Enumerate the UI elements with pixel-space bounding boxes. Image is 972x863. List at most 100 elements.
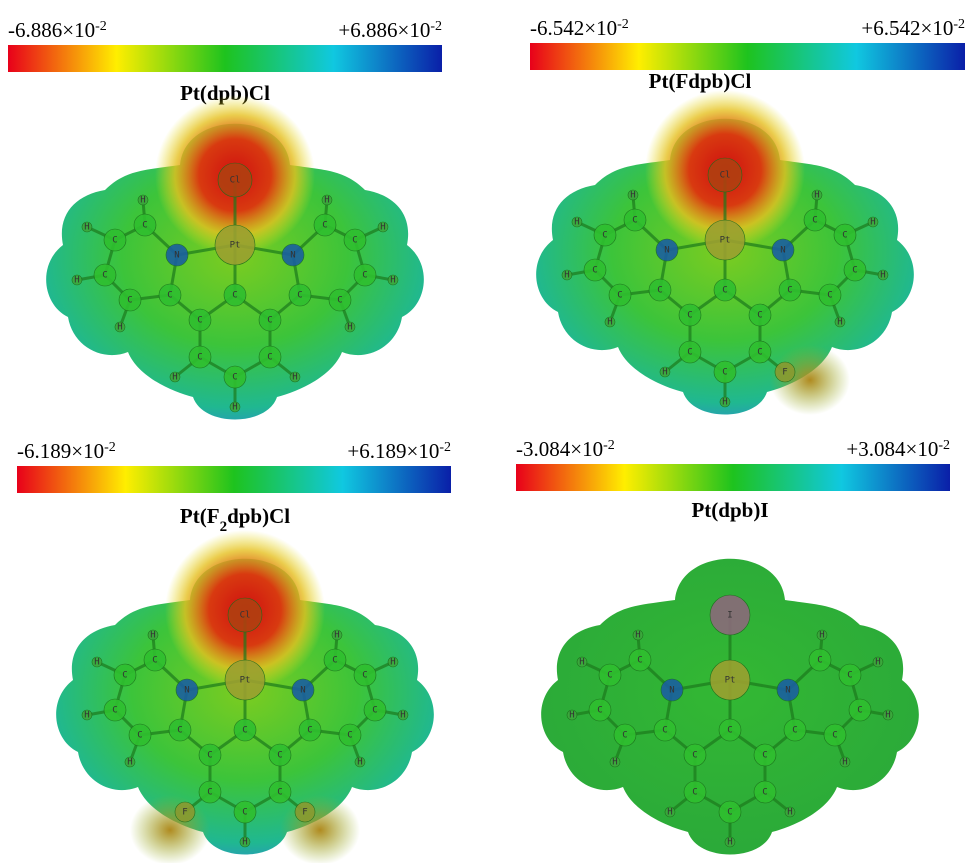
- atom-label: C: [847, 671, 852, 681]
- atom-label: C: [197, 353, 202, 363]
- atom-label: N: [785, 686, 790, 696]
- atom-label: H: [814, 191, 819, 201]
- atom-label: H: [635, 631, 640, 641]
- atom-label: H: [74, 276, 79, 286]
- atom-label: C: [692, 751, 697, 761]
- atom-label: N: [300, 686, 305, 696]
- scale-label: +6.542×10-2: [861, 16, 965, 40]
- atom-label: Pt: [725, 676, 736, 686]
- atom-label: H: [84, 223, 89, 233]
- atom-label: C: [142, 221, 147, 231]
- scale-label: -6.542×10-2: [530, 16, 629, 40]
- scale-exponent: -2: [439, 440, 451, 455]
- atom-label: H: [819, 631, 824, 641]
- atom-label: C: [267, 316, 272, 326]
- atom-label: C: [127, 296, 132, 306]
- atom-label: C: [242, 726, 247, 736]
- atom-label: N: [780, 246, 785, 256]
- atom-label: H: [574, 218, 579, 228]
- atom-label: H: [727, 838, 732, 848]
- atom-label: C: [362, 671, 367, 681]
- atom-label: C: [657, 286, 662, 296]
- scale-label: +3.084×10-2: [846, 437, 950, 461]
- scale-value: -6.886×10: [8, 18, 95, 42]
- title-part: dpb)Cl: [227, 504, 290, 528]
- atom-label: Cl: [240, 611, 251, 621]
- atom-label: C: [267, 353, 272, 363]
- atom-label: H: [722, 398, 727, 408]
- atom-label: C: [337, 296, 342, 306]
- atom-label: C: [112, 236, 117, 246]
- scale-value: -6.542×10: [530, 16, 617, 40]
- atom-label: H: [390, 276, 395, 286]
- atom-label: C: [762, 788, 767, 798]
- atom-label: C: [692, 788, 697, 798]
- atom-label: H: [292, 373, 297, 383]
- atom-label: C: [812, 216, 817, 226]
- scale-value: +6.886×10: [338, 18, 430, 42]
- atom-label: H: [842, 758, 847, 768]
- atom-label: H: [380, 223, 385, 233]
- atom-label: C: [852, 266, 857, 276]
- atom-label: H: [880, 271, 885, 281]
- atom-label: H: [150, 631, 155, 641]
- atom-label: C: [242, 808, 247, 818]
- atom-label: C: [832, 731, 837, 741]
- atom-label: H: [84, 711, 89, 721]
- atom-label: C: [167, 291, 172, 301]
- atom-label: C: [857, 706, 862, 716]
- atom-label: H: [172, 373, 177, 383]
- color-bar: [516, 464, 950, 491]
- atom-label: C: [842, 231, 847, 241]
- atom-label: H: [334, 631, 339, 641]
- scale-exponent: -2: [603, 438, 615, 453]
- color-bar: [8, 45, 442, 72]
- atom-label: C: [197, 316, 202, 326]
- atom-label: N: [664, 246, 669, 256]
- color-bar: [530, 43, 965, 70]
- atom-label: H: [612, 758, 617, 768]
- atom-label: C: [307, 726, 312, 736]
- atom-label: Pt: [240, 676, 251, 686]
- scale-value: -6.189×10: [17, 439, 104, 463]
- scale-exponent: -2: [938, 438, 950, 453]
- atom-label: C: [722, 368, 727, 378]
- atom-label: N: [174, 251, 179, 261]
- scale-label: -6.189×10-2: [17, 439, 116, 463]
- atom-label: C: [122, 671, 127, 681]
- atom-label: C: [687, 311, 692, 321]
- atom-label: H: [662, 368, 667, 378]
- atom-label: H: [390, 658, 395, 668]
- esp-panel: -6.189×10-2+6.189×10-2Pt(F2dpb)ClClPtNNC…: [17, 439, 451, 863]
- atom-label: C: [632, 216, 637, 226]
- atom-label: C: [277, 788, 282, 798]
- atom-label: C: [787, 286, 792, 296]
- atom-label: F: [182, 808, 187, 818]
- atom-label: C: [277, 751, 282, 761]
- atom-label: C: [637, 656, 642, 666]
- atom-label: N: [290, 251, 295, 261]
- atom-label: H: [140, 196, 145, 206]
- atom-label: N: [669, 686, 674, 696]
- atom-label: C: [347, 731, 352, 741]
- atom-label: H: [885, 711, 890, 721]
- molecule: ClPtNNCCCCCCCCCCCCCCCCHHHHHHHHFFH: [56, 530, 434, 863]
- atom-label: C: [322, 221, 327, 231]
- atom-label: C: [727, 726, 732, 736]
- atom-label: C: [757, 348, 762, 358]
- atom-label: C: [817, 656, 822, 666]
- atom-label: H: [569, 711, 574, 721]
- scale-exponent: -2: [95, 19, 107, 34]
- atom-label: C: [112, 706, 117, 716]
- atom-label: C: [617, 291, 622, 301]
- atom-label: C: [232, 373, 237, 383]
- atom-label: C: [607, 671, 612, 681]
- molecule: IPtNNCCCCCCCCCCCCCCCCHHHHHHHHHHH: [541, 559, 919, 855]
- negative-region: [280, 795, 360, 863]
- atom-label: F: [302, 808, 307, 818]
- atom-label: C: [662, 726, 667, 736]
- atom-label: H: [564, 271, 569, 281]
